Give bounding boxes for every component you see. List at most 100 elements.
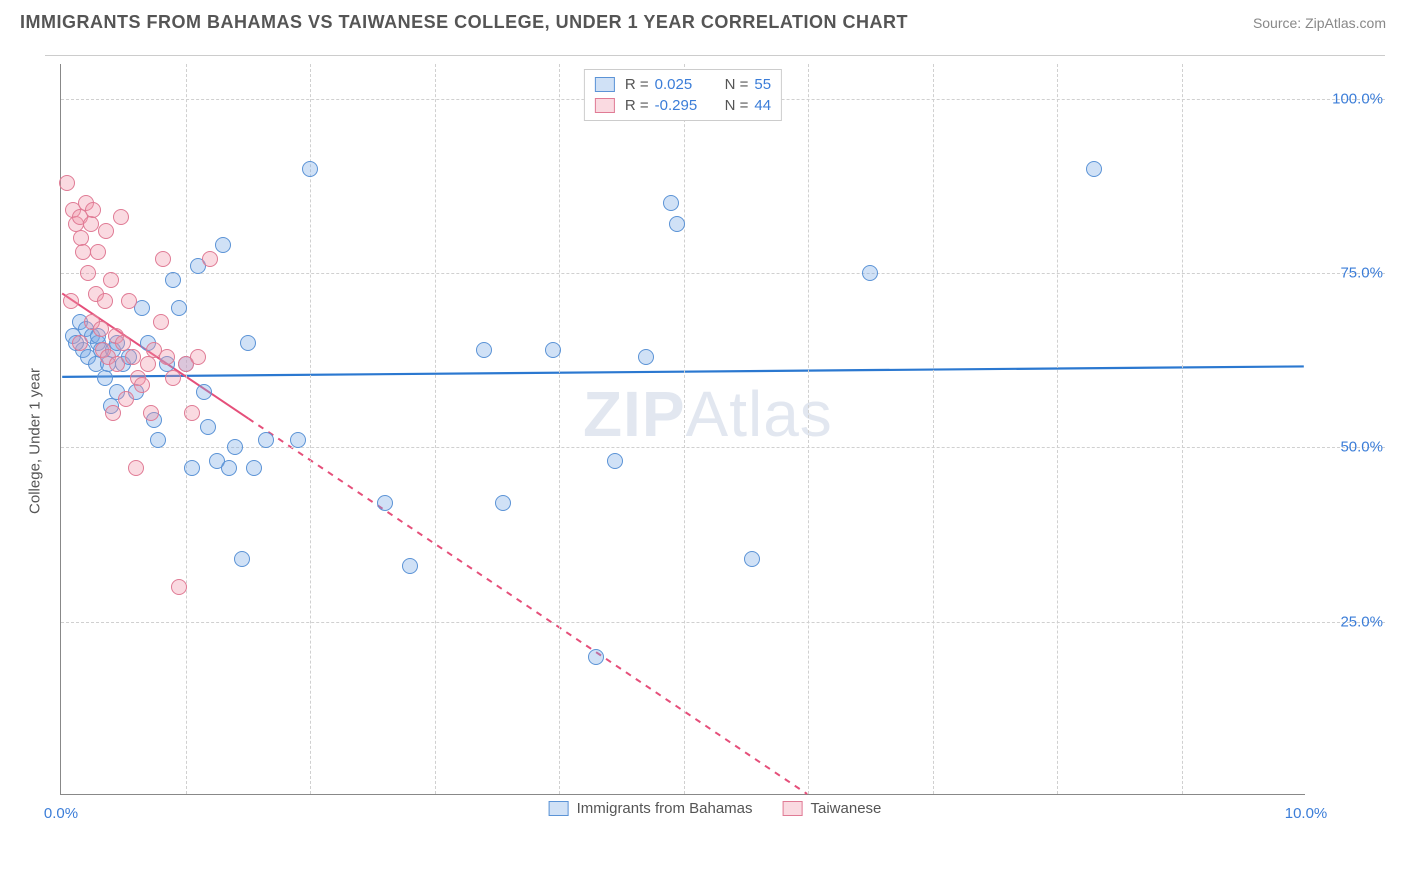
- legend-swatch: [595, 77, 615, 92]
- scatter-point: [495, 495, 511, 511]
- chart-title: IMMIGRANTS FROM BAHAMAS VS TAIWANESE COL…: [20, 12, 908, 33]
- scatter-point: [72, 335, 88, 351]
- scatter-point: [153, 314, 169, 330]
- n-value: 44: [754, 97, 771, 114]
- scatter-point: [476, 342, 492, 358]
- gridline-v: [559, 64, 560, 794]
- scatter-point: [196, 384, 212, 400]
- header: IMMIGRANTS FROM BAHAMAS VS TAIWANESE COL…: [0, 0, 1406, 41]
- scatter-point: [258, 432, 274, 448]
- scatter-point: [744, 551, 760, 567]
- legend-swatch: [549, 801, 569, 816]
- scatter-point: [1086, 161, 1102, 177]
- scatter-point: [109, 356, 125, 372]
- scatter-point: [155, 251, 171, 267]
- scatter-point: [134, 377, 150, 393]
- legend-stats: R = 0.025 N = 55 R = -0.295 N = 44: [584, 69, 782, 121]
- scatter-point: [184, 460, 200, 476]
- scatter-point: [118, 391, 134, 407]
- scatter-point: [165, 370, 181, 386]
- scatter-point: [85, 202, 101, 218]
- gridline-v: [1057, 64, 1058, 794]
- gridline-h: [61, 273, 1385, 274]
- scatter-point: [140, 356, 156, 372]
- scatter-point: [150, 432, 166, 448]
- scatter-point: [302, 161, 318, 177]
- scatter-point: [588, 649, 604, 665]
- chart-container: College, Under 1 year ZIPAtlas R =0.025N…: [45, 55, 1385, 825]
- y-tick-label: 25.0%: [1311, 613, 1383, 630]
- gridline-v: [186, 64, 187, 794]
- scatter-point: [97, 293, 113, 309]
- scatter-point: [121, 293, 137, 309]
- scatter-point: [545, 342, 561, 358]
- scatter-point: [128, 460, 144, 476]
- scatter-point: [200, 419, 216, 435]
- scatter-point: [184, 405, 200, 421]
- gridline-v: [1182, 64, 1183, 794]
- r-label: R =: [625, 76, 649, 93]
- legend-series-item: Taiwanese: [783, 800, 882, 817]
- legend-series: Immigrants from Bahamas Taiwanese: [549, 800, 882, 817]
- r-value: -0.295: [655, 97, 709, 114]
- scatter-point: [377, 495, 393, 511]
- plot-area: ZIPAtlas R =0.025N =55R =-0.295N =44 25.…: [60, 64, 1305, 795]
- scatter-point: [93, 321, 109, 337]
- scatter-point: [113, 209, 129, 225]
- legend-swatch: [783, 801, 803, 816]
- scatter-point: [98, 223, 114, 239]
- r-label: R =: [625, 97, 649, 114]
- gridline-h: [61, 447, 1385, 448]
- scatter-point: [105, 405, 121, 421]
- scatter-point: [165, 272, 181, 288]
- y-tick-label: 75.0%: [1311, 265, 1383, 282]
- scatter-point: [862, 265, 878, 281]
- scatter-point: [402, 558, 418, 574]
- legend-series-item: Immigrants from Bahamas: [549, 800, 753, 817]
- gridline-v: [933, 64, 934, 794]
- scatter-point: [97, 370, 113, 386]
- scatter-point: [83, 216, 99, 232]
- scatter-point: [80, 265, 96, 281]
- x-tick-label: 0.0%: [44, 805, 78, 822]
- gridline-h: [61, 622, 1385, 623]
- scatter-point: [171, 300, 187, 316]
- legend-stats-row: R = 0.025 N = 55: [595, 74, 771, 95]
- gridline-v: [435, 64, 436, 794]
- scatter-point: [669, 216, 685, 232]
- n-label: N =: [725, 76, 749, 93]
- scatter-point: [638, 349, 654, 365]
- scatter-point: [240, 335, 256, 351]
- legend-swatch: [595, 98, 615, 113]
- watermark-bold: ZIP: [583, 378, 686, 450]
- scatter-point: [75, 244, 91, 260]
- y-axis-label: College, Under 1 year: [27, 368, 44, 514]
- y-tick-label: 50.0%: [1311, 439, 1383, 456]
- gridline-v: [684, 64, 685, 794]
- scatter-point: [90, 244, 106, 260]
- legend-series-label: Immigrants from Bahamas: [577, 800, 753, 817]
- scatter-point: [171, 579, 187, 595]
- source-label: Source: ZipAtlas.com: [1253, 15, 1386, 31]
- scatter-point: [143, 405, 159, 421]
- scatter-point: [227, 439, 243, 455]
- r-value: 0.025: [655, 76, 709, 93]
- scatter-point: [59, 175, 75, 191]
- scatter-point: [607, 453, 623, 469]
- watermark-thin: Atlas: [686, 378, 833, 450]
- scatter-point: [115, 335, 131, 351]
- scatter-point: [202, 251, 218, 267]
- scatter-point: [234, 551, 250, 567]
- watermark: ZIPAtlas: [583, 377, 833, 451]
- n-value: 55: [754, 76, 771, 93]
- scatter-point: [159, 349, 175, 365]
- scatter-point: [215, 237, 231, 253]
- scatter-point: [63, 293, 79, 309]
- scatter-point: [125, 349, 141, 365]
- scatter-point: [290, 432, 306, 448]
- n-label: N =: [725, 97, 749, 114]
- y-tick-label: 100.0%: [1311, 90, 1383, 107]
- legend-stats-row: R = -0.295 N = 44: [595, 95, 771, 116]
- scatter-point: [663, 195, 679, 211]
- scatter-point: [103, 272, 119, 288]
